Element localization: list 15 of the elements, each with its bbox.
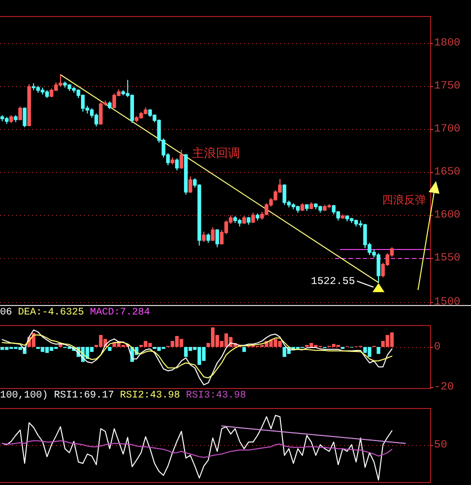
y-tick-label: 1600 — [434, 210, 460, 222]
y-tick-label: 1500 — [434, 296, 460, 308]
annotation: 主浪回调 — [192, 146, 240, 160]
y-tick-label: 1700 — [434, 124, 460, 136]
y-tick-label: 1550 — [434, 252, 460, 264]
y-tick-label: 1750 — [434, 80, 460, 92]
legend: 100,100) RSI1:69.17 RSI2:43.98 RSI3:43.98 — [0, 390, 246, 402]
y-tick-label: -20 — [434, 382, 454, 394]
y-tick-label: 0 — [434, 342, 441, 354]
legend: 06 DEA:-4.6325 MACD:7.284 — [0, 308, 150, 318]
annotation: 四浪反弹 — [382, 194, 426, 206]
annotations: 50 — [430, 440, 448, 452]
y-tick-label: 1650 — [434, 166, 460, 178]
annotation: 1522.55 — [310, 276, 355, 288]
y-tick-label: 1800 — [434, 38, 460, 50]
